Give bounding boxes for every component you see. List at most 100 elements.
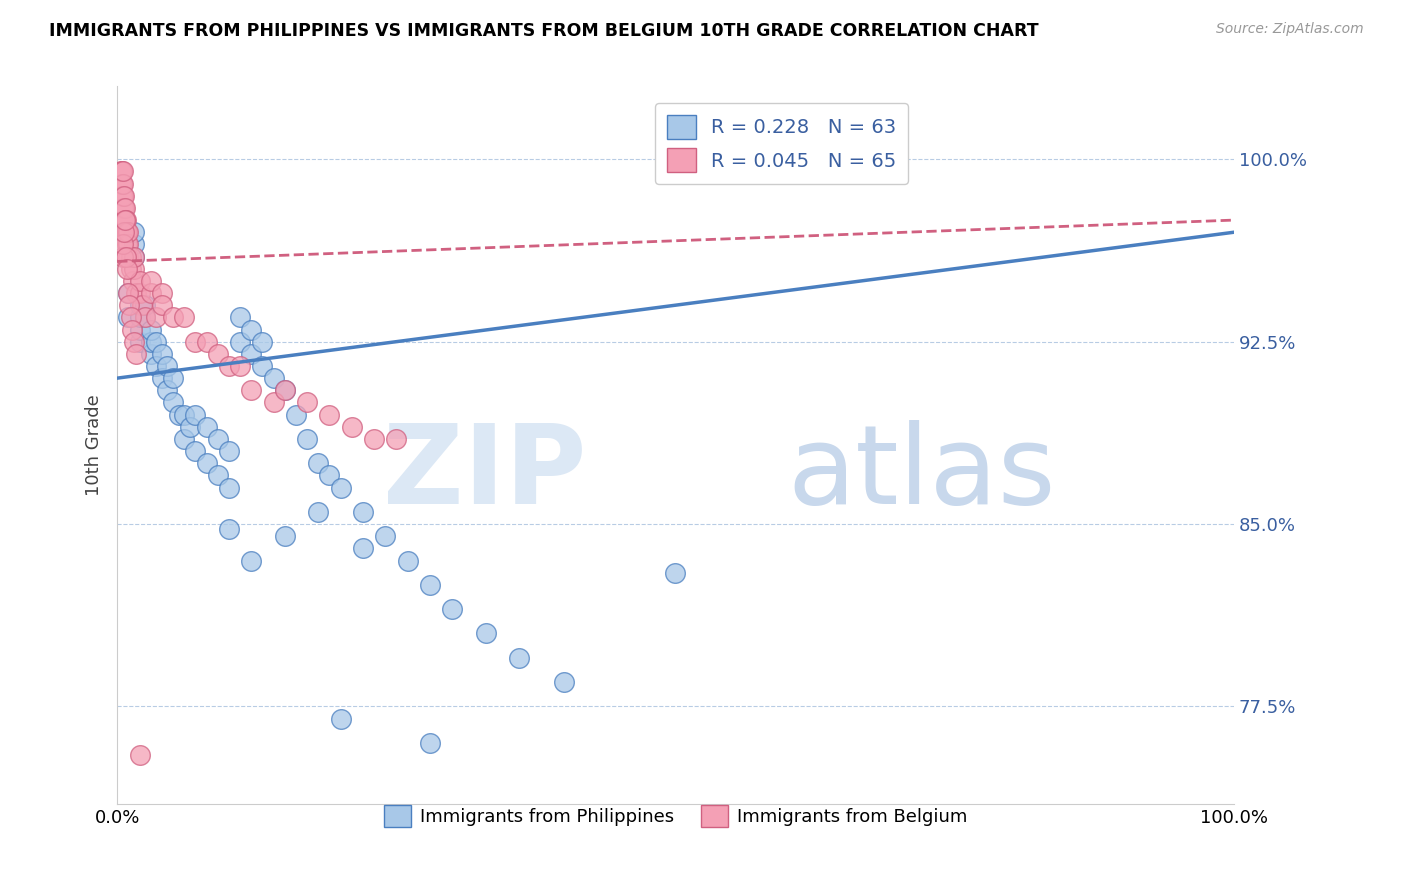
Point (114, 201, 136, 215)
Point (150, 298, 173, 312)
Point (273, 529, 295, 543)
Point (363, 432, 385, 446)
Y-axis label: 10th Grade: 10th Grade (86, 394, 103, 496)
Point (111, 225, 134, 239)
Point (134, 298, 156, 312)
Point (128, 334, 150, 349)
Point (150, 347, 173, 361)
Point (120, 261, 142, 276)
Point (111, 164, 134, 178)
Point (111, 177, 134, 191)
Point (273, 384, 295, 398)
Point (195, 419, 218, 434)
Point (318, 408, 340, 422)
Point (128, 322, 150, 336)
Point (128, 298, 150, 312)
Point (125, 347, 148, 361)
Point (240, 347, 263, 361)
Point (110, 177, 132, 191)
Point (508, 650, 530, 665)
Point (162, 371, 184, 385)
Point (128, 310, 150, 325)
Point (139, 322, 162, 336)
Point (139, 274, 162, 288)
Point (125, 286, 148, 301)
Legend: Immigrants from Philippines, Immigrants from Belgium: Immigrants from Philippines, Immigrants … (377, 797, 974, 834)
Point (240, 384, 263, 398)
Point (207, 468, 229, 483)
Point (122, 225, 145, 239)
Point (115, 237, 138, 252)
Point (329, 481, 352, 495)
Point (419, 736, 441, 750)
Point (195, 334, 218, 349)
Point (115, 225, 138, 239)
Point (117, 286, 139, 301)
Point (122, 334, 145, 349)
Point (122, 250, 145, 264)
Point (184, 444, 207, 458)
Point (117, 250, 139, 264)
Point (139, 347, 162, 361)
Point (128, 274, 150, 288)
Point (134, 310, 156, 325)
Point (115, 250, 138, 264)
Text: atlas: atlas (787, 420, 1056, 527)
Point (553, 675, 575, 690)
Point (150, 286, 173, 301)
Point (474, 626, 496, 640)
Point (441, 602, 464, 616)
Point (218, 444, 240, 458)
Point (145, 334, 167, 349)
Point (207, 432, 229, 446)
Point (307, 505, 329, 519)
Point (396, 553, 419, 567)
Point (167, 408, 190, 422)
Point (115, 213, 138, 227)
Point (352, 541, 374, 556)
Point (121, 274, 143, 288)
Point (240, 322, 263, 336)
Point (419, 578, 441, 592)
Point (664, 566, 686, 580)
Point (139, 334, 162, 349)
Point (117, 225, 139, 239)
Point (252, 359, 274, 373)
Point (111, 201, 134, 215)
Point (145, 359, 167, 373)
Point (115, 225, 138, 239)
Text: ZIP: ZIP (382, 420, 586, 527)
Point (229, 334, 252, 349)
Point (184, 408, 207, 422)
Point (218, 359, 240, 373)
Point (352, 505, 374, 519)
Point (263, 371, 285, 385)
Point (374, 529, 396, 543)
Point (173, 310, 195, 325)
Point (229, 359, 252, 373)
Point (121, 322, 143, 336)
Point (111, 213, 134, 227)
Point (117, 286, 139, 301)
Point (110, 164, 132, 178)
Point (179, 419, 201, 434)
Point (240, 553, 263, 567)
Point (117, 237, 139, 252)
Point (114, 213, 136, 227)
Point (295, 432, 318, 446)
Text: Source: ZipAtlas.com: Source: ZipAtlas.com (1216, 22, 1364, 37)
Point (117, 310, 139, 325)
Point (122, 237, 145, 252)
Point (273, 384, 295, 398)
Point (218, 522, 240, 536)
Point (139, 286, 162, 301)
Point (120, 250, 142, 264)
Point (145, 310, 167, 325)
Point (156, 384, 179, 398)
Point (134, 310, 156, 325)
Point (252, 334, 274, 349)
Point (122, 261, 145, 276)
Point (229, 310, 252, 325)
Point (111, 188, 134, 202)
Point (184, 334, 207, 349)
